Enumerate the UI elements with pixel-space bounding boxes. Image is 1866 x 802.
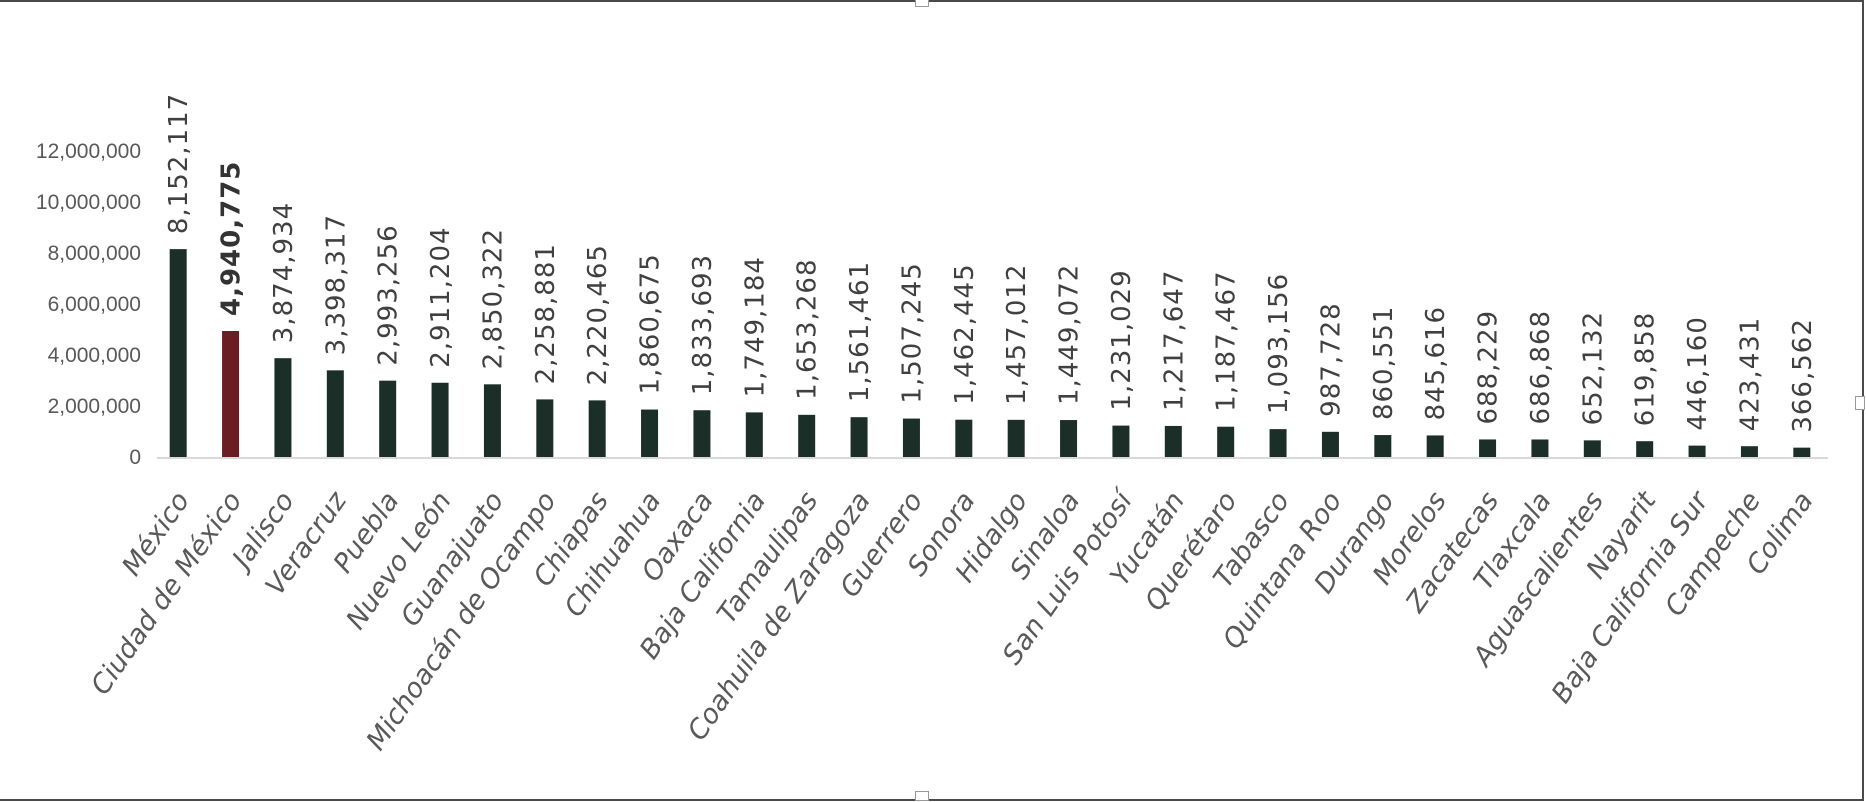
bar [798, 414, 816, 457]
data-label: 1,449,072 [1055, 264, 1085, 405]
data-label: 845,616 [1421, 306, 1451, 421]
bar [431, 382, 449, 457]
y-axis: 0 2,000,000 4,000,000 6,000,000 8,000,000 10,… [36, 140, 141, 469]
bar [1479, 439, 1497, 457]
data-label: 1,561,461 [845, 261, 875, 402]
data-label: 1,217,647 [1159, 270, 1189, 411]
data-label: 1,231,029 [1107, 269, 1137, 410]
bar [588, 400, 606, 457]
y-tick-label: 4,000,000 [48, 344, 141, 367]
bar [1164, 425, 1182, 457]
resize-handle-top[interactable] [915, 0, 929, 7]
data-label: 987,728 [1316, 302, 1346, 417]
data-label: 688,229 [1474, 310, 1504, 425]
y-tick-label: 2,000,000 [48, 395, 141, 418]
bar [745, 412, 763, 457]
bar [955, 419, 973, 457]
bar [1321, 431, 1339, 457]
data-label: 446,160 [1683, 316, 1713, 431]
resize-handle-bottom[interactable] [915, 791, 929, 801]
bar [1374, 435, 1392, 457]
data-label: 2,911,204 [426, 226, 456, 367]
data-label: 366,562 [1788, 318, 1818, 433]
y-tick-label: 8,000,000 [48, 242, 141, 265]
data-label: 3,874,934 [269, 202, 299, 343]
data-labels: 8,152,117 4,940,775 3,874,934 3,398,317 2,99… [164, 93, 1818, 433]
bar [536, 399, 554, 457]
bar [1636, 441, 1654, 457]
bar [1793, 447, 1811, 457]
data-label: 3,398,317 [321, 214, 351, 355]
bar [850, 417, 868, 457]
bar [1112, 425, 1130, 457]
data-label: 619,858 [1631, 312, 1661, 427]
bar [169, 249, 187, 457]
data-label: 686,868 [1526, 310, 1556, 425]
bar [483, 384, 501, 457]
data-label: 423,431 [1735, 317, 1765, 432]
data-label: 4,940,775 [217, 161, 247, 316]
data-label: 1,462,445 [950, 263, 980, 404]
data-label: 1,653,268 [793, 259, 823, 400]
data-label: 1,457,012 [1002, 264, 1032, 405]
y-tick-label: 10,000,000 [36, 191, 141, 214]
data-label: 1,833,693 [688, 254, 718, 395]
bar [379, 380, 397, 457]
data-label: 652,132 [1578, 311, 1608, 426]
data-label: 2,850,322 [478, 228, 508, 369]
bar [326, 370, 344, 457]
bar [1060, 420, 1078, 457]
y-tick-label: 12,000,000 [36, 140, 141, 163]
data-label: 1,093,156 [1264, 273, 1294, 414]
data-label: 1,749,184 [740, 256, 770, 397]
bar [1688, 445, 1706, 457]
data-label: 860,551 [1369, 306, 1399, 421]
bar [1740, 446, 1758, 457]
y-tick-label: 6,000,000 [48, 293, 141, 316]
resize-handle-right[interactable] [1855, 396, 1865, 410]
data-label: 1,860,675 [636, 253, 666, 394]
y-tick-label: 0 [129, 446, 141, 469]
bar [1583, 440, 1601, 457]
data-label: 1,187,467 [1212, 270, 1242, 411]
bar [1007, 419, 1025, 457]
bar [1217, 426, 1235, 457]
bar [1269, 429, 1287, 457]
data-label: 2,993,256 [374, 224, 404, 365]
data-label: 2,258,881 [531, 243, 561, 384]
data-label: 1,507,245 [897, 262, 927, 403]
bar [902, 418, 920, 457]
bar [693, 410, 711, 457]
bars [169, 249, 1811, 457]
data-label: 2,220,465 [583, 244, 613, 385]
bar [274, 358, 292, 457]
bar [1426, 435, 1444, 457]
data-label: 8,152,117 [164, 93, 194, 234]
bar [641, 409, 659, 457]
bar [1531, 439, 1549, 457]
bar [222, 331, 240, 457]
